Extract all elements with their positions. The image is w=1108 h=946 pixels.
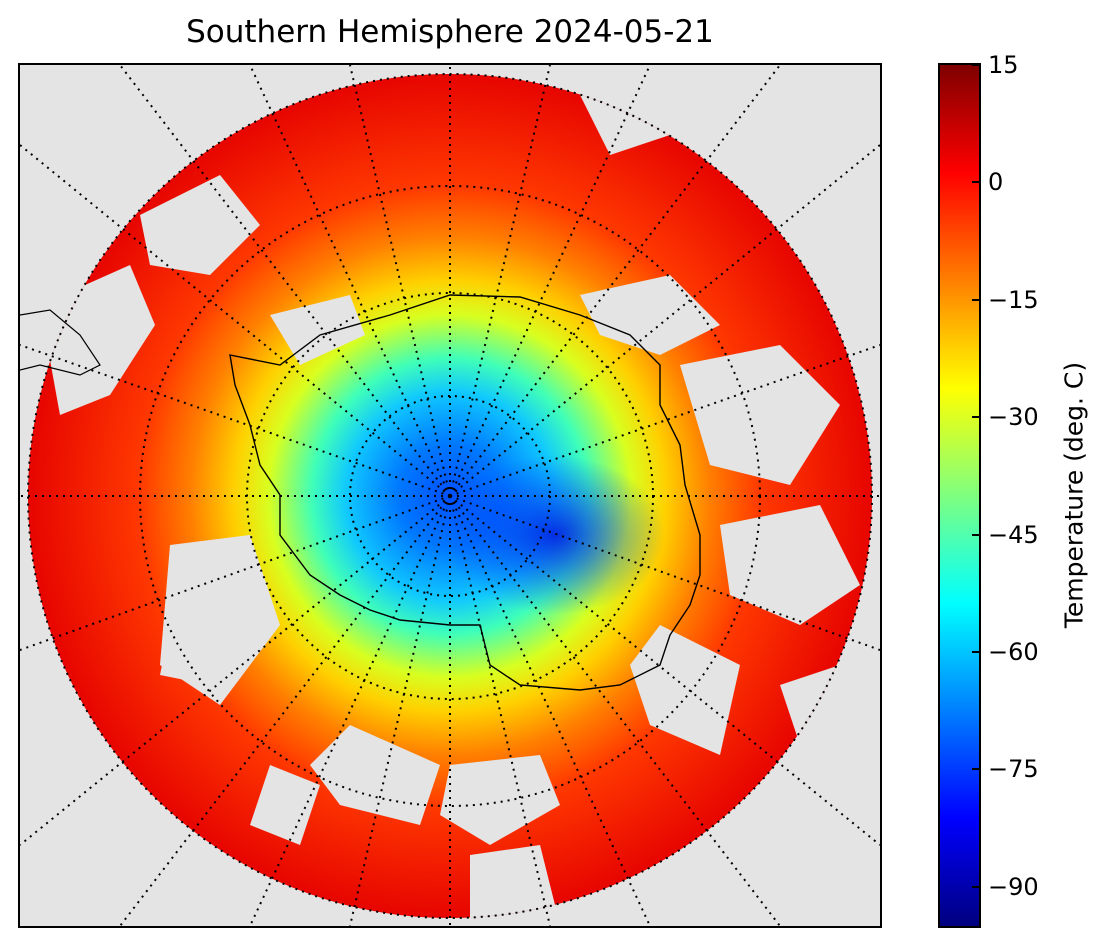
map-title: Southern Hemisphere 2024-05-21 (186, 14, 714, 50)
south-america-coastline (20, 309, 101, 376)
antarctica-coastline (229, 294, 701, 691)
cold-core (445, 455, 665, 615)
polar-map[interactable] (18, 63, 882, 928)
colorbar-tick-mark (972, 768, 981, 771)
colorbar-tick-label: −90 (988, 872, 1039, 901)
colorbar-tick-label: −45 (988, 520, 1039, 549)
colorbar-tick-mark (972, 64, 981, 66)
colorbar-tick-mark (972, 181, 981, 184)
colorbar-tick-label: 15 (988, 51, 1019, 79)
colorbar-tick-label: 0 (988, 168, 1004, 197)
colorbar-tick-mark (972, 533, 981, 536)
colorbar-tick-mark (972, 298, 981, 301)
colorbar-tick-mark (972, 416, 981, 419)
colorbar (938, 63, 981, 928)
colorbar-tick-mark (972, 651, 981, 654)
colorbar-tick-label: −60 (988, 638, 1039, 667)
colorbar-tick-mark (972, 885, 981, 888)
graticule-meridians (20, 65, 880, 926)
colorbar-tick-label: −30 (988, 403, 1039, 432)
map-svg (20, 65, 880, 926)
colorbar-tick-label: −75 (988, 755, 1039, 784)
colorbar-label: Temperature (deg. C) (1059, 361, 1089, 629)
colorbar-tick-label: −15 (988, 285, 1039, 314)
